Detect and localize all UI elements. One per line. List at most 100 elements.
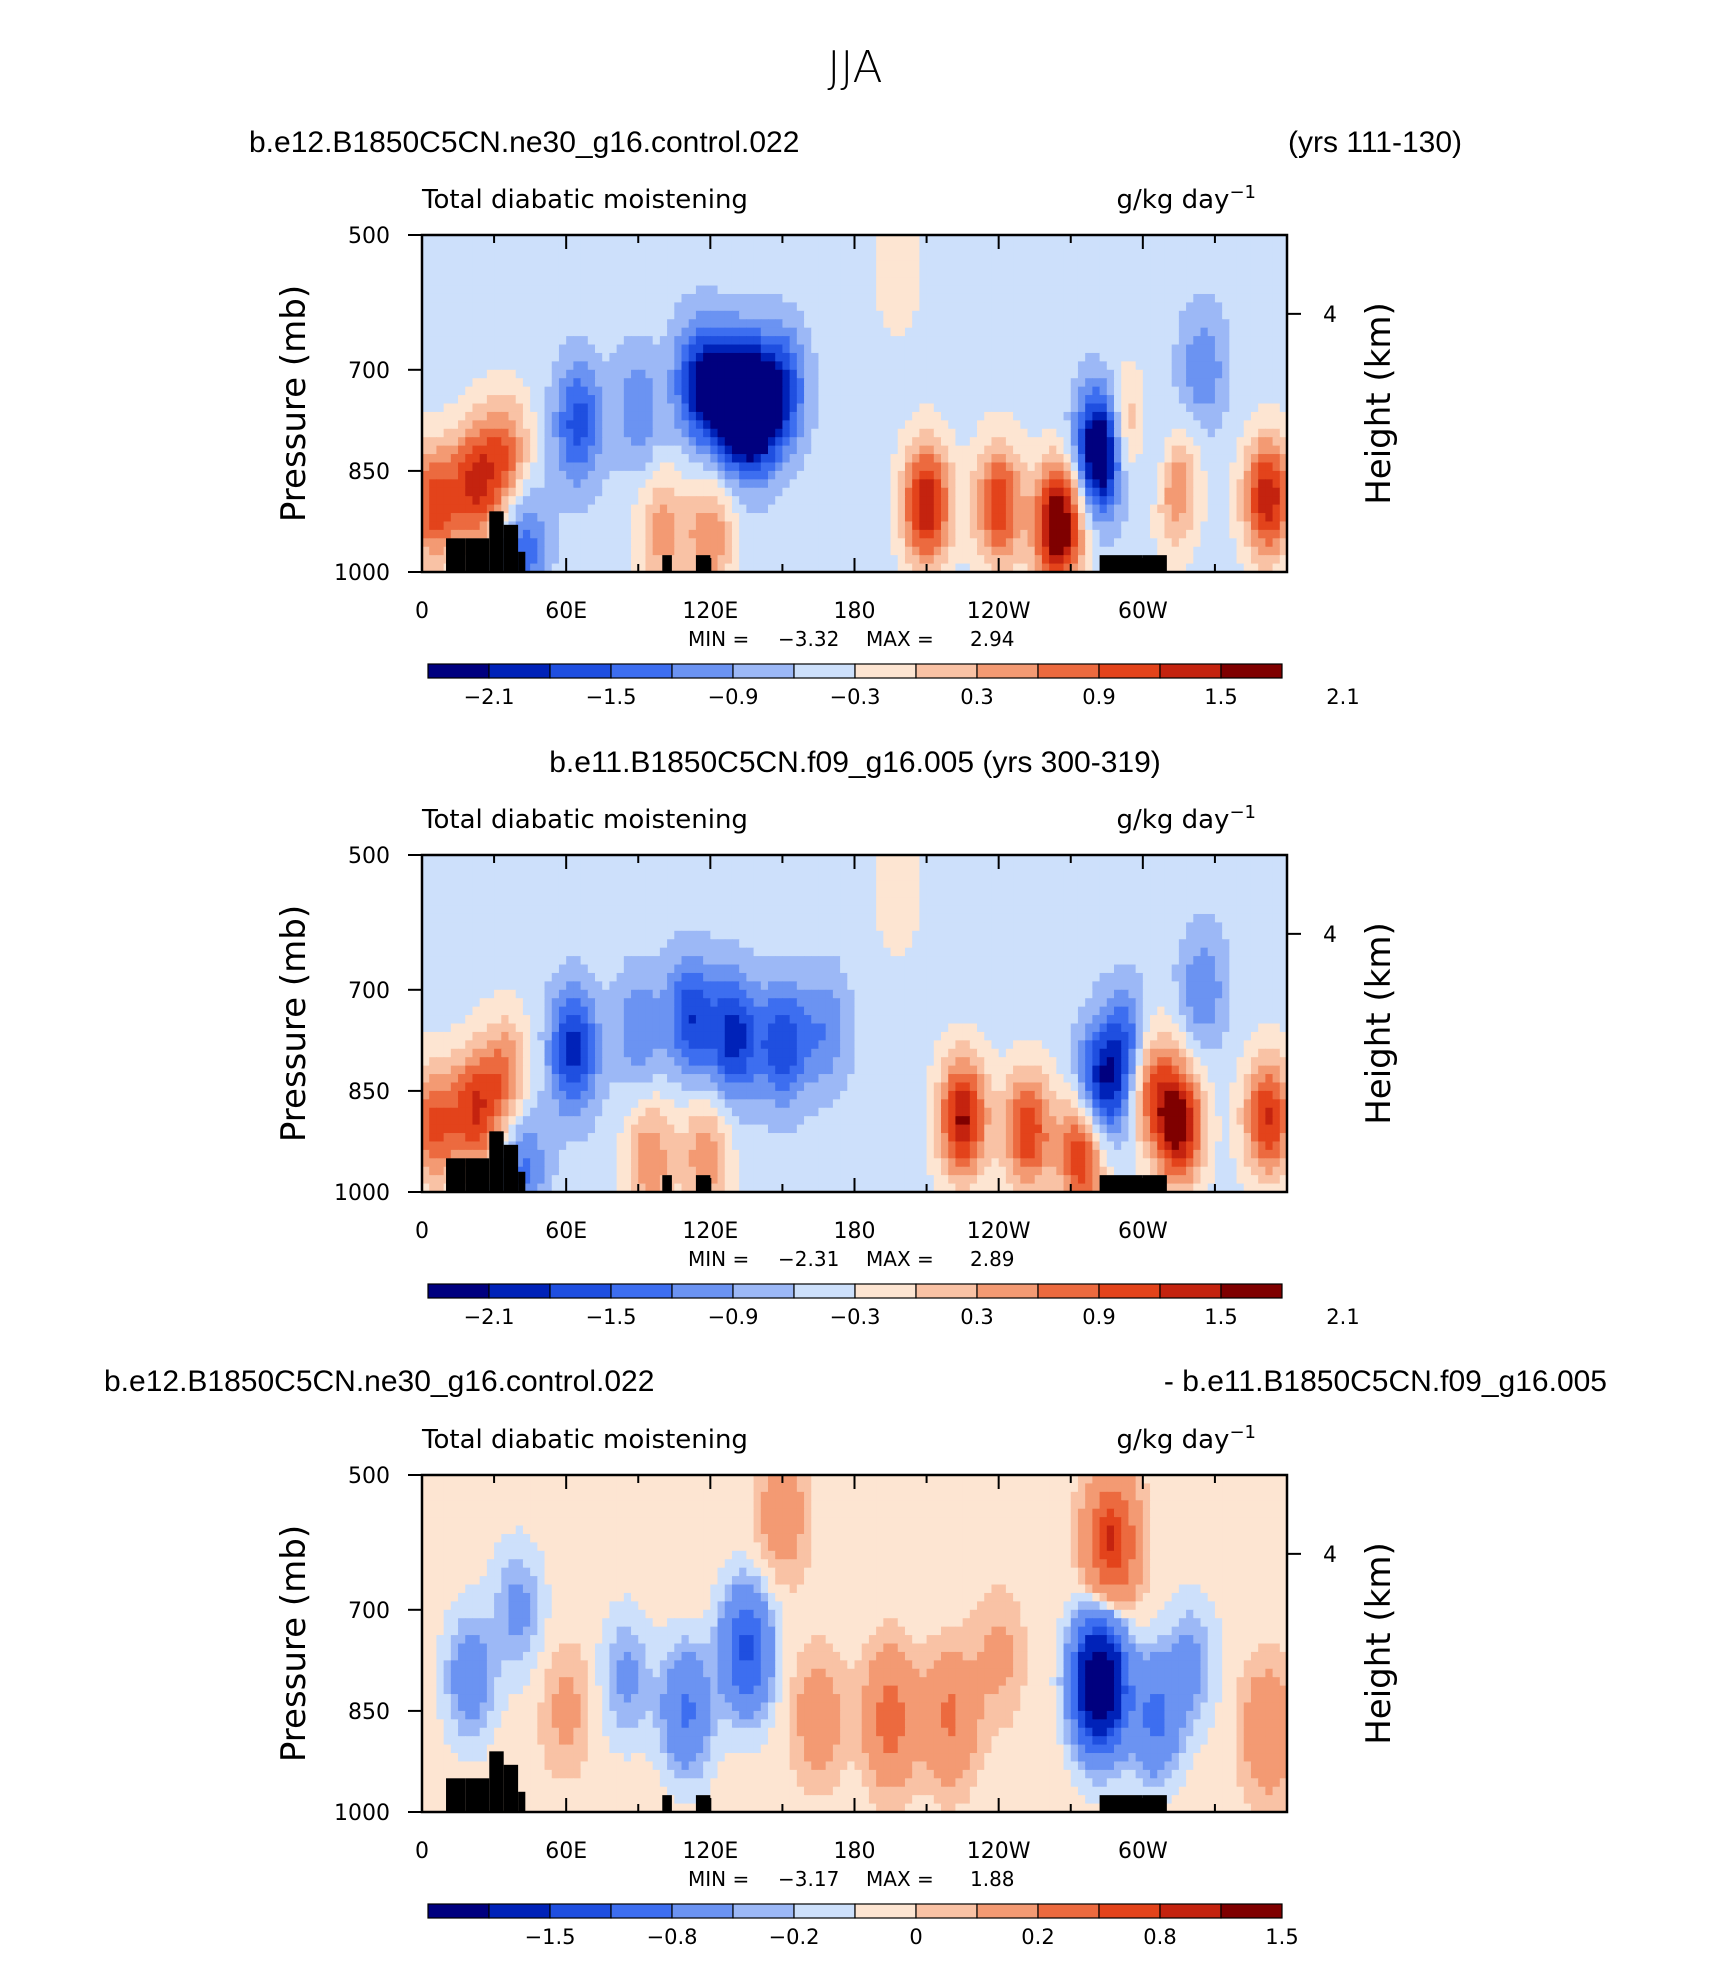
contour-cell	[1236, 513, 1245, 523]
contour-cell	[1236, 386, 1245, 396]
contour-cell	[436, 378, 445, 388]
contour-cell	[652, 235, 661, 245]
contour-cell	[1200, 277, 1209, 287]
colorbar-swatch	[915, 663, 978, 679]
contour-cell	[804, 285, 812, 295]
contour-cell	[739, 538, 747, 548]
contour-cell	[926, 411, 935, 421]
contour-cell	[443, 504, 452, 514]
panel2-variable-label: Total diabatic moistening	[421, 805, 748, 835]
contour-cell	[659, 352, 668, 362]
contour-cell	[1229, 546, 1238, 556]
contour-cell	[486, 310, 495, 320]
contour-cell	[1214, 513, 1223, 523]
contour-cell	[436, 319, 445, 329]
contour-cell	[695, 521, 704, 531]
contour-cell	[1077, 302, 1086, 312]
contour-cell	[544, 293, 553, 304]
contour-cell	[955, 319, 964, 329]
contour-cell	[1092, 428, 1101, 438]
contour-cell	[782, 454, 791, 464]
contour-cell	[789, 521, 798, 531]
contour-cell	[551, 504, 560, 514]
contour-cell	[631, 855, 639, 865]
contour-cell	[746, 479, 755, 489]
contour-cell	[472, 479, 481, 489]
contour-cell	[789, 285, 798, 295]
contour-cell	[969, 487, 978, 497]
contour-cell	[984, 327, 993, 337]
contour-cell	[1049, 243, 1057, 253]
contour-cell	[1258, 310, 1266, 320]
contour-cell	[486, 454, 495, 464]
contour-cell	[623, 437, 632, 447]
contour-cell	[645, 327, 654, 337]
contour-cell	[422, 344, 430, 354]
contour-cell	[544, 420, 553, 430]
contour-cell	[1214, 411, 1223, 421]
contour-cell	[587, 369, 596, 379]
y2-tick-label: 4	[1323, 303, 1337, 328]
contour-cell	[768, 395, 776, 405]
contour-cell	[1085, 378, 1093, 388]
contour-cell	[436, 277, 445, 287]
contour-cell	[1186, 260, 1194, 270]
contour-cell	[695, 336, 704, 346]
contour-cell	[472, 260, 481, 270]
contour-cell	[616, 546, 625, 556]
contour-cell	[688, 555, 697, 565]
contour-cell	[1056, 487, 1065, 497]
contour-cell	[580, 521, 589, 531]
contour-cell	[897, 479, 906, 489]
contour-cell	[587, 437, 596, 447]
contour-cell	[1005, 403, 1014, 413]
contour-cell	[558, 470, 567, 480]
contour-cell	[458, 496, 466, 506]
contour-cell	[537, 268, 546, 278]
contour-cell	[825, 378, 834, 388]
contour-cell	[955, 487, 964, 497]
contour-cell	[631, 521, 639, 531]
contour-cell	[876, 251, 884, 261]
contour-cell	[1135, 235, 1144, 245]
contour-cell	[450, 529, 459, 539]
contour-cell	[1013, 555, 1021, 565]
contour-cell	[609, 369, 618, 379]
contour-cell	[652, 403, 661, 413]
contour-cell	[1236, 260, 1245, 270]
contour-cell	[638, 462, 647, 472]
contour-cell	[681, 538, 690, 548]
contour-cell	[609, 563, 618, 573]
contour-cell	[1070, 521, 1079, 531]
contour-cell	[818, 428, 827, 438]
contour-cell	[984, 529, 993, 539]
contour-cell	[580, 319, 589, 329]
contour-cell	[1034, 235, 1043, 245]
contour-cell	[522, 546, 531, 556]
contour-cell	[1250, 538, 1259, 548]
contour-cell	[962, 470, 971, 480]
contour-cell	[1200, 361, 1209, 371]
contour-cell	[551, 235, 560, 245]
contour-cell	[1193, 479, 1202, 489]
contour-cell	[1092, 235, 1101, 245]
contour-cell	[717, 293, 726, 304]
contour-cell	[674, 386, 683, 396]
contour-cell	[1157, 344, 1166, 354]
contour-cell	[1114, 538, 1122, 548]
contour-cell	[501, 344, 510, 354]
contour-cell	[861, 386, 870, 396]
contour-cell	[472, 470, 481, 480]
contour-cell	[1092, 336, 1101, 346]
contour-cell	[450, 428, 459, 438]
contour-cell	[991, 369, 1000, 379]
contour-cell	[847, 403, 856, 413]
contour-cell	[1013, 529, 1021, 539]
contour-cell	[969, 319, 978, 329]
contour-cell	[638, 243, 647, 253]
contour-cell	[1265, 369, 1274, 379]
contour-cell	[443, 855, 452, 865]
contour-cell	[450, 855, 459, 865]
contour-cell	[1214, 462, 1223, 472]
contour-cell	[1121, 285, 1130, 295]
